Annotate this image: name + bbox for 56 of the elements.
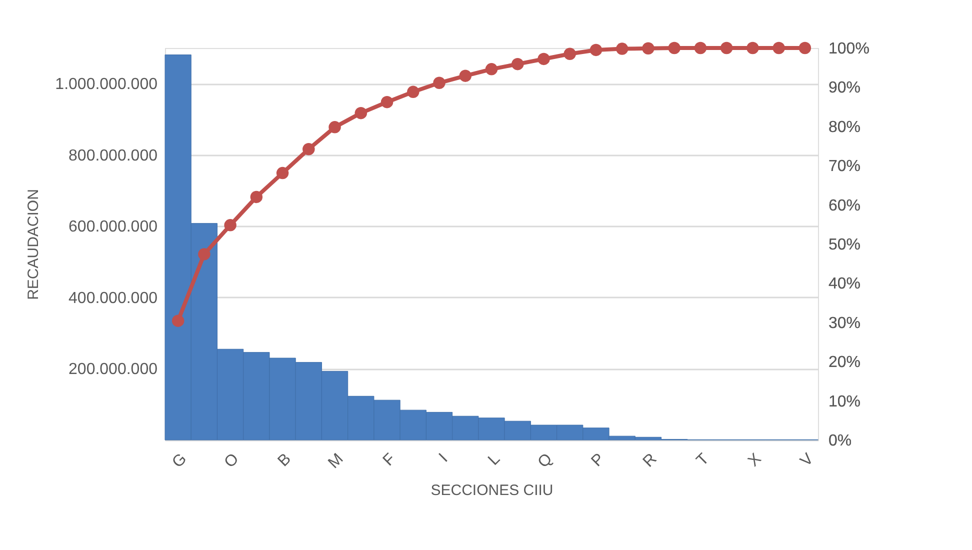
point	[485, 63, 498, 76]
x-tick-label: I	[436, 450, 452, 466]
x-tick-label: B	[274, 450, 295, 470]
point	[590, 44, 602, 56]
x-tick-label: G	[169, 450, 190, 472]
point	[380, 96, 394, 108]
point	[172, 314, 184, 327]
point	[668, 42, 680, 54]
y2-tick-label: 70%	[828, 158, 861, 176]
x-tick-label: P	[588, 450, 608, 470]
point	[276, 166, 289, 180]
y2-tick-label: 20%	[828, 354, 861, 372]
point	[616, 42, 628, 55]
point	[538, 52, 550, 66]
x-tick-label: X	[745, 450, 765, 470]
point	[746, 42, 759, 54]
point	[642, 42, 654, 55]
x-tick-label: V	[797, 450, 818, 470]
point	[407, 86, 420, 98]
point	[459, 70, 472, 82]
x-tick-label: F	[380, 450, 400, 470]
point	[302, 143, 315, 156]
x-tick-label: O	[221, 450, 242, 472]
point	[772, 42, 785, 54]
y2-tick-label: 30%	[828, 314, 861, 332]
y-tick-label: 600.000.000	[68, 218, 158, 236]
point	[328, 121, 341, 134]
point	[694, 42, 707, 54]
x-tick-label: T	[694, 450, 713, 470]
point	[511, 58, 524, 70]
x-tick-label: R	[640, 450, 660, 471]
y-tick-label: 200.000.000	[68, 361, 158, 378]
y2-tick-label: 100%	[828, 40, 870, 58]
x-tick-label: Q	[534, 450, 556, 472]
point	[433, 76, 446, 89]
point	[720, 42, 733, 54]
x-tick-label: M	[325, 450, 347, 472]
y2-tick-label: 50%	[828, 236, 861, 254]
y-tick-label: 1.000.000.000	[55, 76, 158, 94]
x-axis-title: SECCIONES CIIU	[430, 482, 554, 500]
y-tick-label: 800.000.000	[68, 147, 158, 164]
y2-tick-label: 60%	[828, 197, 861, 214]
y2-tick-label: 10%	[828, 393, 861, 410]
y-tick-label: 400.000.000	[68, 290, 158, 307]
y2-tick-label: 0%	[828, 432, 852, 450]
point	[198, 248, 210, 260]
y2-tick-label: 90%	[828, 80, 861, 97]
point	[224, 219, 236, 232]
point	[798, 42, 812, 54]
x-tick-label: L	[485, 450, 504, 469]
y-axis-title: RECAUDACION	[25, 189, 42, 300]
point	[564, 48, 576, 60]
point	[250, 190, 263, 204]
y2-tick-label: 40%	[828, 276, 861, 293]
point	[354, 106, 368, 120]
y2-tick-label: 80%	[828, 118, 861, 136]
